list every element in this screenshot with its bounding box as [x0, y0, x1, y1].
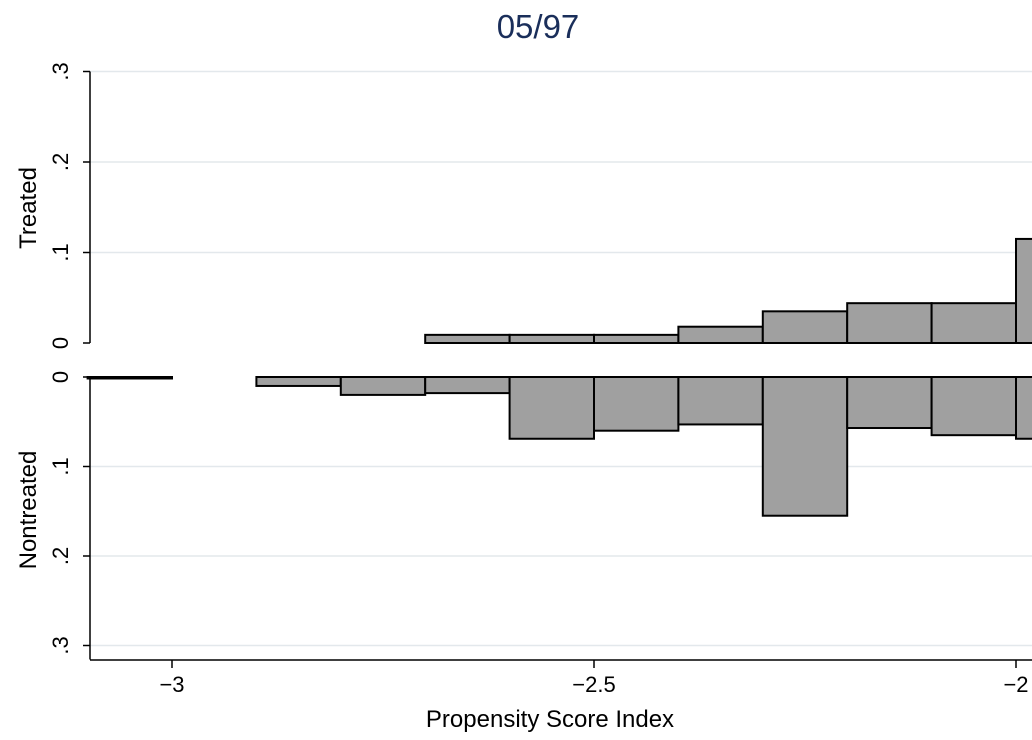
y-axis-title-treated: Treated: [15, 167, 42, 249]
x-tick-label: −2: [1003, 672, 1028, 697]
bar-nontreated: [339, 376, 427, 396]
bar-nontreated: [930, 376, 1017, 437]
y-tick-label-nontreated: .3: [48, 636, 73, 654]
chart-title: 05/97: [497, 8, 580, 45]
bar-nontreated: [86, 376, 173, 380]
bar-treated: [508, 333, 596, 345]
y-axis-title-nontreated: Nontreated: [15, 451, 42, 570]
x-tick-label: −2.5: [572, 672, 615, 697]
bar-nontreated: [508, 376, 596, 440]
y-tick-label-nontreated: .2: [48, 547, 73, 565]
tick-labels: 0.1.2.30.1.2.3−3−2.5−2−1.5−1: [48, 62, 1029, 697]
x-axis-title: Propensity Score Index: [426, 706, 674, 733]
grid-lines: [90, 70, 1032, 647]
bar-nontreated: [1015, 376, 1032, 440]
bar-treated: [846, 302, 933, 344]
y-tick-label-treated: .2: [48, 153, 73, 171]
y-tick-label-treated: .1: [48, 243, 73, 261]
y-tick-label-treated: 0: [48, 337, 73, 349]
x-tick-label: −3: [159, 672, 184, 697]
bar-nontreated: [593, 376, 680, 432]
histogram-bars: [86, 237, 1032, 517]
bar-treated: [424, 333, 511, 345]
y-tick-label-nontreated: 0: [48, 371, 73, 383]
bar-nontreated: [761, 376, 849, 517]
bar-treated: [677, 325, 764, 344]
bar-nontreated: [424, 376, 511, 395]
axes: [83, 70, 1032, 668]
y-tick-label-treated: .3: [48, 62, 73, 80]
bar-treated: [761, 310, 849, 345]
bar-treated: [1015, 237, 1032, 344]
bar-treated: [930, 302, 1017, 344]
y-tick-label-nontreated: .1: [48, 457, 73, 475]
bar-nontreated: [677, 376, 764, 426]
bar-nontreated: [846, 376, 933, 430]
bar-treated: [593, 333, 680, 345]
bar-nontreated: [255, 376, 342, 387]
